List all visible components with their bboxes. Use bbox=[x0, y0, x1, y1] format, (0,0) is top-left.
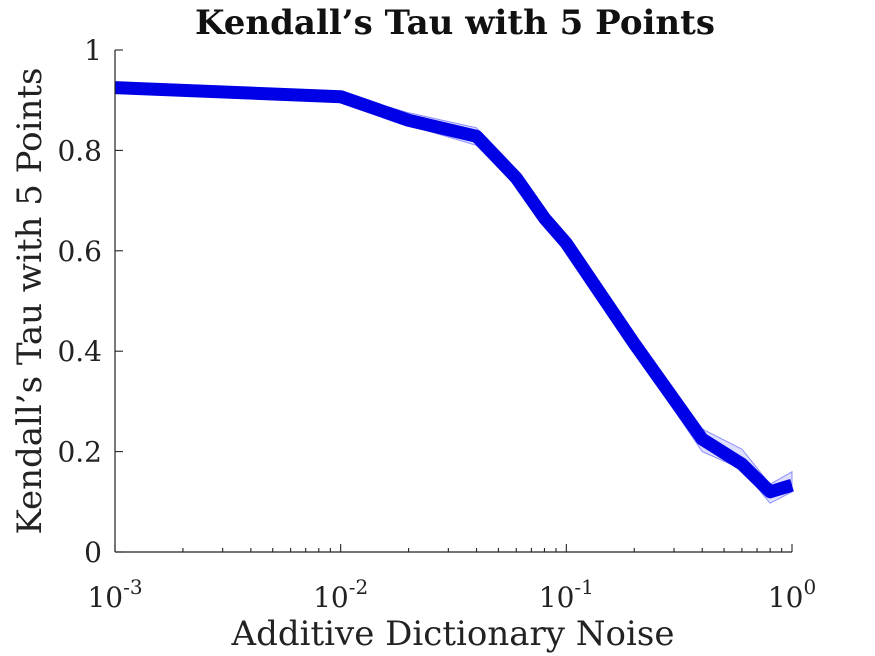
y-tick-label: 1 bbox=[84, 34, 102, 67]
y-ticks: 0 0.2 0.4 0.6 0.8 1 bbox=[57, 34, 123, 569]
y-tick-label: 0.2 bbox=[57, 436, 102, 469]
y-axis-label: Kendall’s Tau with 5 Points bbox=[10, 67, 50, 534]
confidence-band bbox=[114, 82, 793, 504]
plot-area bbox=[114, 81, 794, 504]
y-tick-label: 0 bbox=[84, 536, 102, 569]
x-tick-label: 10-1 bbox=[539, 575, 594, 614]
chart-title: Kendall’s Tau with 5 Points bbox=[195, 3, 715, 43]
x-tick-label: 10-2 bbox=[313, 575, 368, 614]
x-ticks: 10-3 10-2 10-1 100 bbox=[87, 544, 816, 614]
x-tick-label: 10-3 bbox=[87, 575, 142, 614]
y-tick-label: 0.8 bbox=[57, 134, 102, 167]
series-line bbox=[114, 81, 794, 499]
x-axis-label: Additive Dictionary Noise bbox=[231, 614, 675, 654]
x-tick-label: 100 bbox=[768, 575, 816, 614]
y-tick-label: 0.4 bbox=[57, 335, 102, 368]
y-tick-label: 0.6 bbox=[57, 235, 102, 268]
